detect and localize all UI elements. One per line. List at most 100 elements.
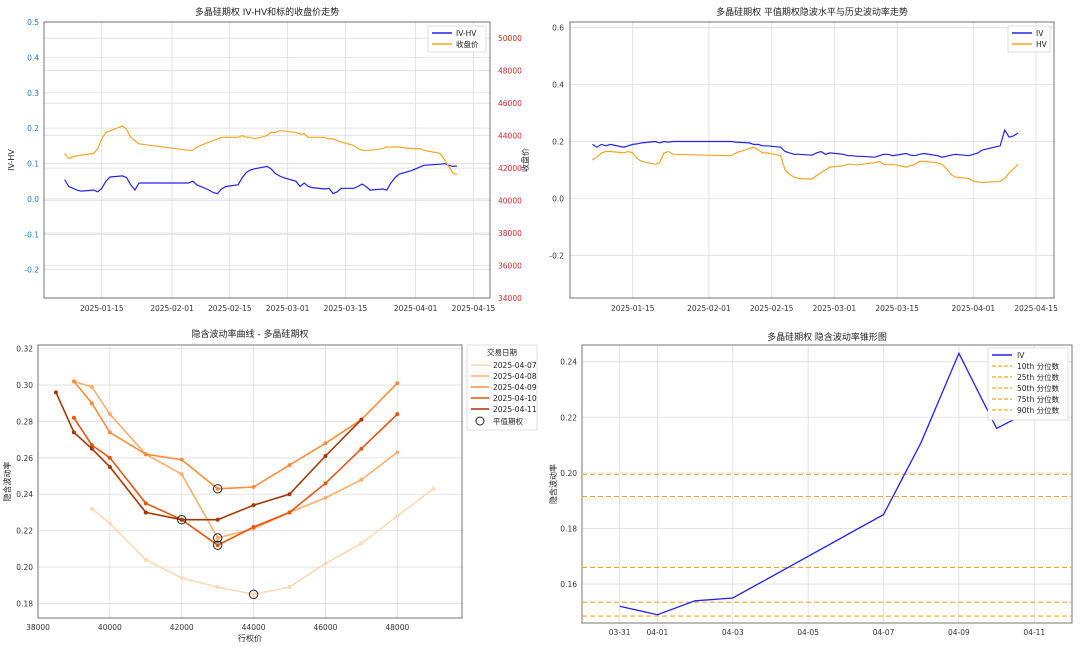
y-tick-label: 0.32 [16, 345, 33, 354]
x-tick-label: 04-09 [948, 628, 970, 637]
data-point [143, 452, 148, 457]
x-tick-label: 2025-03-15 [324, 304, 368, 313]
x-tick-label: 2025-03-01 [813, 304, 857, 313]
data-point [323, 481, 328, 486]
series-line [619, 351, 1035, 616]
data-point [53, 390, 58, 395]
data-point [71, 379, 76, 384]
data-point [287, 510, 292, 515]
data-point [215, 585, 220, 590]
x-tick-label: 2025-01-15 [611, 304, 655, 313]
legend-box [987, 347, 1069, 421]
series-line [592, 128, 1019, 158]
data-point [143, 557, 148, 562]
x-tick-label: 04-07 [873, 628, 895, 637]
y-tick-label: 0.24 [560, 358, 577, 367]
y-tick-label: 0.28 [16, 417, 33, 426]
chart-svg: 0.18 0.20 0.22 0.24 0.26 0.28 0.30 0.32 38000 400… [2, 328, 538, 643]
data-point [179, 457, 184, 462]
y-right-axis-label: 收盘价 [520, 148, 530, 172]
y-right-tick-label: 38000 [498, 229, 522, 238]
data-point [107, 464, 112, 469]
x-tick-label: 2025-02-01 [687, 304, 731, 313]
chart-svg: 2025-01-15 2025-02-01 2025-02-15 2025-03-01… [7, 6, 530, 313]
legend-box [1007, 25, 1051, 53]
data-point [107, 521, 112, 526]
x-tick-label: 2025-03-15 [875, 304, 919, 313]
data-point [251, 592, 256, 597]
data-point [431, 486, 436, 491]
y-tick-label: 0.30 [16, 381, 33, 390]
data-point [287, 463, 292, 468]
data-point [359, 541, 364, 546]
data-point [143, 501, 148, 506]
chart-title: 多晶硅期权 隐含波动率锥形图 [767, 331, 887, 343]
legend-box [427, 25, 487, 53]
y-right-tick-label: 50000 [498, 34, 522, 43]
x-tick-label: 2025-03-01 [266, 304, 310, 313]
y-tick-label: 0.0 [552, 194, 564, 203]
data-point [89, 443, 94, 448]
data-point [71, 430, 76, 435]
data-point [323, 454, 328, 459]
y-right-tick-label: 36000 [498, 262, 522, 271]
y-axis-label: IV-HV [7, 149, 16, 171]
data-point [215, 486, 220, 491]
y-tick-label: 0.5 [27, 18, 39, 27]
series-line [73, 380, 398, 539]
x-tick-label: 04-01 [646, 628, 668, 637]
legend-label: 50th 分位数 [1017, 383, 1060, 393]
y-tick-label: 0.18 [16, 599, 33, 608]
chart-iv-smile: 0.18 0.20 0.22 0.24 0.26 0.28 0.30 0.32 38000 400… [0, 323, 540, 646]
x-tick-label: 2025-04-01 [952, 304, 996, 313]
legend-title: 交易日期 [487, 347, 517, 357]
x-axis-label: 行权价 [238, 633, 262, 643]
y-tick-label: 0.0 [27, 195, 39, 204]
data-point [323, 561, 328, 566]
y-axis-label: 隐含波动率 [2, 462, 12, 502]
y-tick-label: 0.20 [16, 563, 33, 572]
legend-label: 90th 分位数 [1017, 405, 1060, 415]
legend-label: 2025-04-08 [493, 372, 537, 381]
y-tick-label: 0.6 [552, 24, 564, 33]
plot-frame [569, 21, 1055, 299]
data-point [287, 585, 292, 590]
y-tick-label: 0.3 [27, 89, 39, 98]
data-point [89, 401, 94, 406]
legend-label: IV [1036, 29, 1044, 38]
y-right-tick-label: 48000 [498, 67, 522, 76]
chart-title: 多晶硅期权 平值期权隐波水平与历史波动率走势 [716, 6, 908, 18]
chart-atm-iv-hv: -0.2 0.0 0.2 0.4 0.6 2025-01-15 2025-02-01 2025… [540, 0, 1080, 323]
x-tick-label: 42000 [170, 623, 194, 632]
data-point [287, 492, 292, 497]
x-tick-label: 2025-02-15 [750, 304, 794, 313]
legend-label: IV-HV [456, 29, 477, 38]
y-right-tick-label: 44000 [498, 132, 522, 141]
chart-title: 多晶硅期权 IV-HV和标的收盘价走势 [195, 6, 339, 18]
data-point [107, 412, 112, 417]
legend: 交易日期 2025-04-07 2025-04-08 2025-04-09 2025-0… [466, 344, 538, 431]
y-tick-label: 0.20 [560, 469, 577, 478]
data-point [89, 506, 94, 511]
data-point [143, 510, 148, 515]
x-tick-label: 46000 [314, 623, 338, 632]
data-point [395, 450, 400, 455]
y-axis-label: 隐含波动率 [548, 464, 558, 504]
x-tick-label: 2025-02-15 [208, 304, 252, 313]
y-tick-label: -0.2 [549, 251, 564, 260]
legend-label: 25th 分位数 [1017, 372, 1060, 382]
y-tick-label: 0.2 [27, 124, 39, 133]
data-point [215, 543, 220, 548]
legend-label: IV [1017, 351, 1025, 360]
x-tick-label: 2025-02-01 [150, 304, 194, 313]
legend-label: 平值期权 [493, 416, 523, 426]
data-point [215, 535, 220, 540]
legend-label: 10th 分位数 [1017, 361, 1060, 371]
y-tick-label: 0.4 [27, 53, 39, 62]
x-tick-label: 44000 [242, 623, 266, 632]
x-tick-label: 04-03 [722, 628, 744, 637]
plot-frame [37, 344, 463, 619]
x-tick-label: 38000 [26, 623, 50, 632]
